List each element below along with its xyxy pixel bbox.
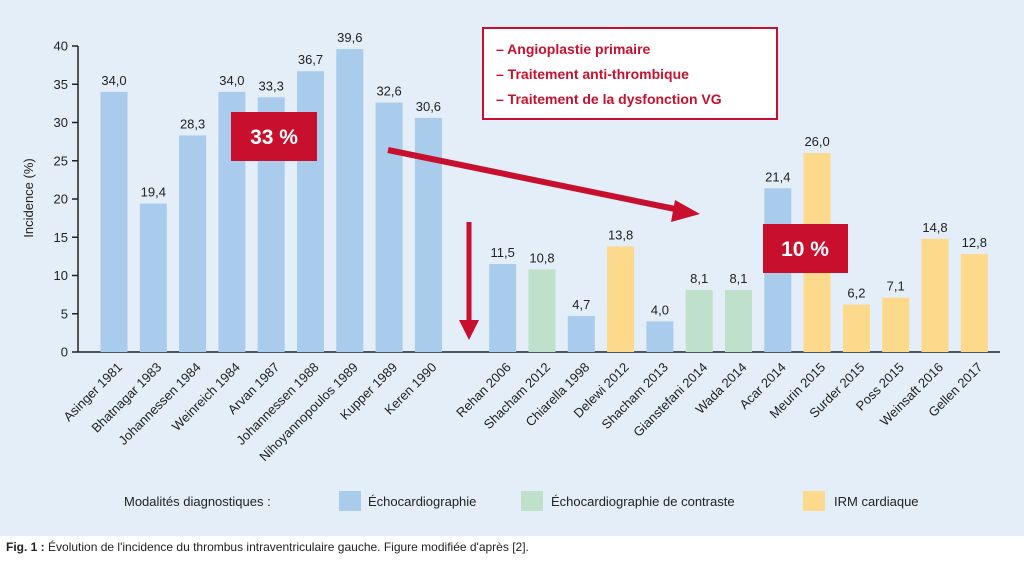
bar-value-label: 34,0 bbox=[101, 73, 126, 88]
y-tick-label: 5 bbox=[61, 306, 68, 321]
bar bbox=[921, 238, 949, 352]
bar-value-label: 11,5 bbox=[491, 245, 515, 260]
bar bbox=[882, 297, 910, 352]
legend-label-irm: IRM cardiaque bbox=[834, 494, 919, 509]
bar bbox=[489, 264, 517, 352]
badge-10-text: 10 % bbox=[781, 238, 829, 261]
legend-swatch-irm bbox=[803, 491, 825, 511]
badge-33-box bbox=[231, 112, 317, 161]
badge-10-box bbox=[763, 224, 848, 273]
y-tick-label: 30 bbox=[54, 115, 68, 130]
callout-line-1: – Angioplastie primaire bbox=[496, 41, 651, 57]
legend-label-contrast: Échocardiographie de contraste bbox=[551, 494, 735, 509]
bar-value-label: 32,6 bbox=[376, 84, 401, 99]
trend-arrow bbox=[387, 147, 700, 222]
bar-value-label: 26,0 bbox=[804, 134, 829, 149]
bar-value-label: 36,7 bbox=[298, 52, 323, 67]
bar bbox=[725, 290, 752, 352]
legend-swatch-echo bbox=[339, 491, 361, 511]
bar-value-label: 14,8 bbox=[922, 220, 947, 235]
bar bbox=[842, 304, 870, 352]
legend: Modalités diagnostiques : Échocardiograp… bbox=[124, 491, 919, 511]
bar bbox=[607, 246, 635, 352]
bar-value-label: 8,1 bbox=[690, 271, 708, 286]
bar-value-label: 4,0 bbox=[651, 302, 669, 317]
y-tick-label: 40 bbox=[54, 39, 68, 54]
bar bbox=[528, 269, 556, 352]
badge-33-text: 33 % bbox=[250, 126, 298, 149]
callout-line-3: – Traitement de la dysfonction VG bbox=[496, 91, 722, 107]
y-tick-label: 35 bbox=[54, 77, 68, 92]
y-tick-label: 25 bbox=[54, 153, 68, 168]
bar bbox=[960, 254, 988, 352]
bar-value-label: 4,7 bbox=[572, 297, 590, 312]
bar-value-label: 39,6 bbox=[337, 30, 362, 45]
bar bbox=[336, 49, 364, 353]
bar-value-label: 28,3 bbox=[180, 117, 205, 132]
bar bbox=[375, 102, 403, 352]
y-tick-label: 15 bbox=[54, 230, 68, 245]
bar-value-label: 19,4 bbox=[141, 185, 166, 200]
bar-value-label: 13,8 bbox=[608, 227, 633, 242]
bar-value-label: 34,0 bbox=[219, 73, 244, 88]
y-tick-label: 20 bbox=[54, 192, 68, 207]
value-labels: 34,0 19,4 28,3 34,0 33,3 36,7 39,6 32,6 30,6 11,5… bbox=[101, 30, 987, 317]
legend-label-echo: Échocardiographie bbox=[368, 494, 476, 509]
bar-value-label: 30,6 bbox=[416, 99, 441, 114]
y-axis-label: Incidence (%) bbox=[21, 158, 36, 237]
bar bbox=[139, 203, 167, 352]
down-arrow-head bbox=[459, 320, 479, 340]
bar bbox=[414, 117, 442, 352]
bar bbox=[567, 316, 595, 352]
badge-10: 10 % bbox=[763, 224, 848, 273]
bar bbox=[646, 321, 674, 352]
callout-box bbox=[482, 27, 778, 120]
callout-line-2: – Traitement anti-thrombique bbox=[496, 66, 689, 82]
caption-text: Évolution de l'incidence du thrombus int… bbox=[48, 540, 529, 554]
legend-swatch-contrast bbox=[521, 491, 543, 511]
down-arrow bbox=[459, 222, 479, 340]
bar-value-label: 8,1 bbox=[729, 271, 747, 286]
treatment-callout: – Angioplastie primaire – Traitement ant… bbox=[482, 27, 778, 120]
y-tick-label: 10 bbox=[54, 268, 68, 283]
figure-caption: Fig. 1 : Évolution de l'incidence du thr… bbox=[6, 540, 529, 554]
bar-value-label: 6,2 bbox=[847, 286, 865, 301]
badge-33: 33 % bbox=[231, 112, 317, 161]
bar-value-label: 12,8 bbox=[962, 235, 987, 250]
bar bbox=[100, 91, 128, 353]
caption-label: Fig. 1 : bbox=[6, 540, 45, 554]
bar-value-label: 7,1 bbox=[887, 279, 905, 294]
bar bbox=[179, 135, 207, 352]
bar-value-label: 21,4 bbox=[765, 169, 790, 184]
trend-arrow-head bbox=[671, 200, 700, 222]
x-tick-label: Bhatnagar 1983 bbox=[88, 360, 164, 436]
trend-arrow-shaft bbox=[387, 147, 681, 213]
incidence-bar-chart: 0 5 10 15 20 25 30 35 40 34,0 19,4 28,3 34,0 33,3 36,… bbox=[21, 27, 1000, 511]
legend-title: Modalités diagnostiques : bbox=[124, 494, 271, 509]
y-tick-label: 0 bbox=[61, 345, 68, 360]
x-tick-label: Weinreich 1984 bbox=[169, 360, 243, 434]
bar-value-label: 10,8 bbox=[529, 250, 554, 265]
bar bbox=[685, 290, 713, 352]
bar-value-label: 33,3 bbox=[259, 78, 284, 93]
